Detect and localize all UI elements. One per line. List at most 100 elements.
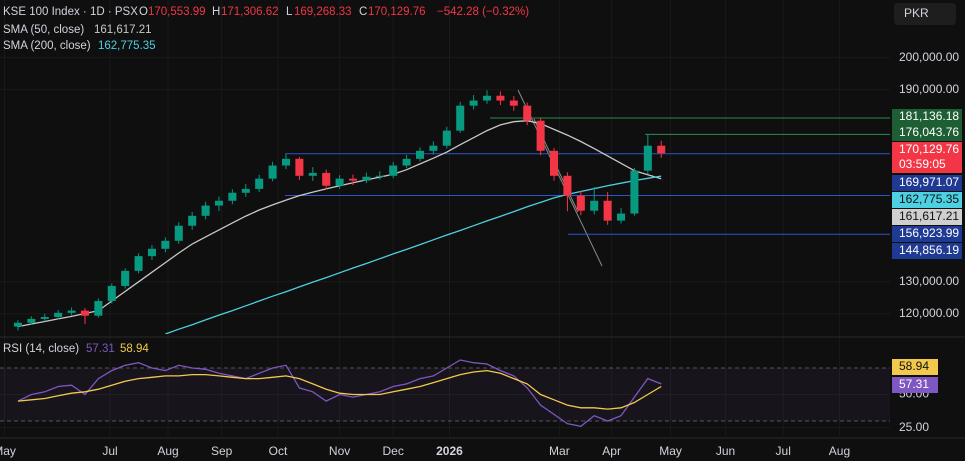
ohlc-key: H bbox=[212, 6, 220, 18]
price-label-box bbox=[892, 142, 962, 173]
candle-body bbox=[40, 316, 49, 319]
currency-button[interactable] bbox=[894, 3, 956, 25]
ohlc-value: 170,129.76 bbox=[368, 6, 426, 18]
candle-body bbox=[80, 310, 89, 316]
candle-body bbox=[147, 248, 156, 257]
candle-body bbox=[509, 100, 518, 106]
ohlc-key: C bbox=[359, 6, 367, 18]
candle-body bbox=[107, 285, 116, 301]
candle-body bbox=[228, 192, 237, 201]
candle-body bbox=[188, 215, 197, 226]
price-label-box bbox=[892, 209, 962, 225]
price-label: 156,923.99 bbox=[899, 226, 959, 240]
candle-body bbox=[295, 158, 304, 176]
candle-body bbox=[442, 130, 451, 146]
candle-body bbox=[335, 178, 344, 186]
sma-line bbox=[165, 175, 662, 334]
rsi-label-box bbox=[892, 359, 938, 375]
candle-body bbox=[375, 175, 384, 177]
x-tick-label: Aug bbox=[157, 444, 178, 458]
ohlc-value: 171,306.62 bbox=[221, 6, 279, 18]
candle-body bbox=[201, 205, 210, 216]
price-label: 161,617.21 bbox=[899, 209, 959, 223]
indicator-name[interactable]: RSI (14, close) bbox=[3, 343, 79, 355]
candle-body bbox=[281, 158, 291, 166]
y-tick-label: 120,000.00 bbox=[899, 306, 959, 320]
candle-body bbox=[134, 256, 143, 271]
price-label: 170,129.76 bbox=[899, 142, 959, 156]
price-label-box bbox=[892, 243, 962, 259]
price-label-box bbox=[892, 109, 962, 125]
candle-body bbox=[482, 95, 492, 101]
candle-body bbox=[362, 176, 371, 181]
candle-body bbox=[456, 105, 465, 131]
indicator-value: 162,775.35 bbox=[98, 40, 156, 52]
candle-body bbox=[255, 178, 264, 189]
x-tick-label: Sep bbox=[211, 444, 233, 458]
x-tick-label: Jun bbox=[716, 444, 735, 458]
currency-label[interactable]: PKR bbox=[904, 6, 929, 20]
axis: May Jul Aug Sep Oct Nov Dec 2026 Mar Apr May Jun Jul… bbox=[0, 50, 962, 458]
candle-body bbox=[630, 170, 639, 214]
ohlc-value: 169,268.33 bbox=[294, 6, 352, 18]
x-tick-label: Apr bbox=[602, 444, 621, 458]
rsi-label: 58.94 bbox=[899, 359, 929, 373]
y-tick-label: 130,000.00 bbox=[899, 274, 959, 288]
candle-body bbox=[67, 310, 76, 313]
candle-body bbox=[469, 100, 478, 106]
price-label-box bbox=[892, 226, 962, 242]
countdown: 03:59:05 bbox=[899, 157, 946, 171]
ohlc-value: 170,553.99 bbox=[148, 6, 206, 18]
trend-channel bbox=[517, 89, 603, 267]
candle-body bbox=[415, 150, 425, 159]
candle-body bbox=[536, 120, 545, 151]
candle-body bbox=[429, 145, 438, 151]
candle-body bbox=[550, 150, 559, 176]
x-tick-label: Mar bbox=[549, 444, 570, 458]
candle-body bbox=[389, 165, 398, 176]
rsi-line bbox=[17, 369, 662, 410]
candle-body bbox=[174, 225, 183, 241]
indicator-value: 57.31 bbox=[86, 343, 115, 355]
x-tick-label: Aug bbox=[829, 444, 850, 458]
x-tick-label: May bbox=[0, 444, 16, 458]
candle-body bbox=[161, 240, 170, 249]
price-pane bbox=[13, 89, 890, 334]
candle-body bbox=[348, 178, 358, 181]
price-label: 169,971.07 bbox=[899, 175, 959, 189]
indicator-value: 161,617.21 bbox=[94, 24, 152, 36]
y-tick-label: 190,000.00 bbox=[899, 82, 959, 96]
indicator-value: 58.94 bbox=[120, 343, 149, 355]
candle-body bbox=[268, 165, 277, 179]
rsi-band bbox=[0, 367, 890, 422]
price-label: 181,136.18 bbox=[899, 109, 959, 123]
x-tick-label: Jul bbox=[102, 444, 117, 458]
candle-body bbox=[402, 158, 411, 166]
candle-body bbox=[523, 105, 532, 121]
change: −542.28 (−0.32%) bbox=[437, 6, 529, 18]
price-label-box bbox=[892, 192, 962, 208]
candle-body bbox=[308, 172, 317, 176]
candle-body bbox=[576, 195, 585, 211]
price-label: 162,775.35 bbox=[899, 192, 959, 206]
rsi-label: 57.31 bbox=[899, 377, 929, 391]
indicator-name[interactable]: SMA (50, close) bbox=[3, 24, 84, 36]
x-tick-label: Nov bbox=[329, 444, 350, 458]
candle-body bbox=[657, 145, 666, 154]
rsi-line bbox=[17, 359, 662, 427]
candle-body bbox=[27, 318, 36, 323]
ohlc-key: L bbox=[286, 6, 293, 18]
y-tick-label: 200,000.00 bbox=[899, 50, 959, 64]
candle-body bbox=[643, 145, 652, 171]
y-tick-label: 25.00 bbox=[899, 420, 929, 434]
candle-body bbox=[590, 200, 599, 211]
symbol: KSE 100 Index · 1D · PSX bbox=[3, 6, 138, 18]
price-label: 176,043.76 bbox=[899, 125, 959, 139]
candle-body bbox=[603, 200, 612, 221]
x-tick-label: Jul bbox=[776, 444, 791, 458]
candle-body bbox=[121, 270, 130, 286]
indicator-name[interactable]: SMA (200, close) bbox=[3, 40, 91, 52]
x-tick-label: May bbox=[659, 444, 682, 458]
